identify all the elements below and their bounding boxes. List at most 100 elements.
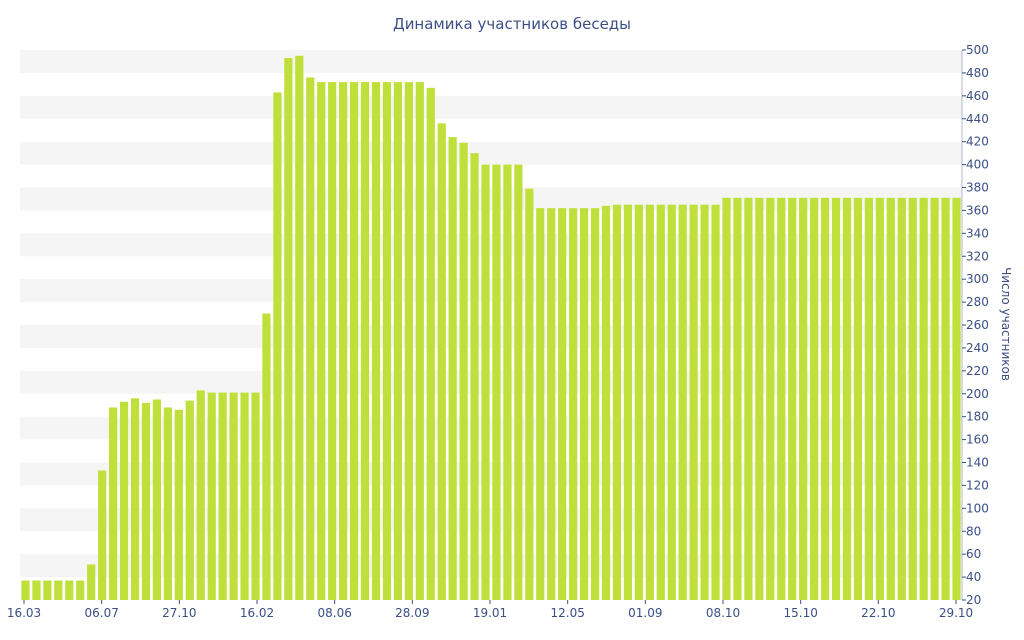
bar (579, 208, 589, 600)
grid-band (20, 416, 962, 440)
y-tick-label: 240 (966, 341, 989, 355)
bar (755, 197, 764, 600)
bar (339, 82, 348, 601)
grid-band (20, 370, 962, 394)
grid-band (20, 141, 962, 165)
grid-bands (20, 50, 962, 578)
bar (240, 392, 249, 600)
bar (65, 580, 74, 600)
bar (689, 204, 698, 600)
y-tick-label: 300 (966, 272, 989, 286)
bar (514, 164, 523, 601)
y-axis-ticks: 20 40 60 80 100 120 140 160 180 200 220 240 260 280 30… (961, 43, 989, 607)
y-tick-label: 380 (966, 181, 989, 195)
y-tick-label: 40 (966, 570, 981, 584)
y-tick-label: 360 (966, 203, 989, 217)
y-tick-label: 500 (966, 43, 989, 57)
grid-band (20, 325, 962, 348)
grid-band (20, 95, 962, 119)
bar (196, 390, 205, 600)
bar (810, 197, 819, 600)
y-tick-label: 280 (966, 295, 989, 309)
y-tick-label: 140 (966, 456, 989, 470)
y-tick-label: 180 (966, 410, 989, 424)
bar (612, 204, 622, 600)
grid-band (20, 233, 962, 257)
y-tick-label: 80 (966, 524, 981, 538)
bar (536, 208, 545, 600)
bar (919, 197, 928, 600)
x-tick-label: 19.01 (473, 606, 507, 620)
bars-group (21, 55, 961, 601)
bar (43, 580, 52, 600)
bar (393, 82, 403, 601)
bar (558, 208, 567, 600)
y-tick-label: 220 (966, 364, 989, 378)
bar (481, 164, 490, 601)
bar (831, 197, 841, 600)
bar (130, 398, 140, 600)
x-tick-label: 08.06 (317, 606, 351, 620)
y-tick-label: 200 (966, 387, 989, 401)
y-tick-label: 460 (966, 89, 989, 103)
y-tick-label: 420 (966, 135, 989, 149)
bar (470, 153, 479, 600)
bar (842, 197, 852, 600)
bar (98, 470, 107, 600)
grid-band (20, 279, 962, 303)
bar (349, 82, 359, 601)
x-tick-label: 15.10 (783, 606, 817, 620)
bar (733, 197, 742, 600)
y-tick-label: 100 (966, 501, 989, 515)
bar (32, 580, 41, 600)
bar (525, 188, 534, 601)
bar (404, 82, 413, 601)
bar (645, 204, 654, 600)
bar (437, 123, 446, 600)
bar (185, 400, 194, 600)
y-tick-label: 160 (966, 433, 989, 447)
bar (820, 197, 830, 600)
bar (700, 204, 709, 600)
bar (207, 392, 216, 600)
bar (656, 204, 665, 600)
bar (262, 313, 271, 600)
bar (788, 197, 797, 600)
bar (930, 197, 939, 600)
bar (590, 208, 600, 600)
bar (251, 392, 260, 600)
bar (317, 82, 326, 601)
bar (908, 197, 917, 600)
y-tick-label: 60 (966, 547, 981, 561)
y-tick-label: 120 (966, 478, 989, 492)
chart-title: Динамика участников беседы (393, 15, 631, 33)
bar (76, 580, 85, 600)
x-tick-label: 27.10 (162, 606, 196, 620)
bar (722, 197, 731, 600)
grid-band (20, 554, 962, 578)
bar (163, 407, 172, 600)
y-tick-label: 440 (966, 112, 989, 126)
y-tick-label: 400 (966, 158, 989, 172)
x-tick-label: 28.09 (395, 606, 429, 620)
x-axis-ticks: 16.03 06.07 27.10 16.02 08.06 28.09 19.01 12.05… (7, 600, 973, 620)
x-tick-label: 08.10 (706, 606, 740, 620)
bar (174, 409, 183, 600)
bar (218, 392, 227, 600)
grid-band (20, 50, 962, 73)
bar (777, 197, 786, 600)
bar (141, 402, 151, 600)
bar (426, 87, 435, 600)
bar (371, 82, 381, 601)
x-tick-label: 12.05 (550, 606, 584, 620)
bar (415, 82, 424, 601)
y-tick-label: 340 (966, 226, 989, 240)
bar (941, 197, 950, 600)
bar (952, 197, 961, 600)
bar (273, 92, 282, 600)
x-tick-label: 29.10 (939, 606, 973, 620)
bar (328, 82, 337, 601)
bar (87, 564, 96, 600)
bar (744, 197, 753, 600)
